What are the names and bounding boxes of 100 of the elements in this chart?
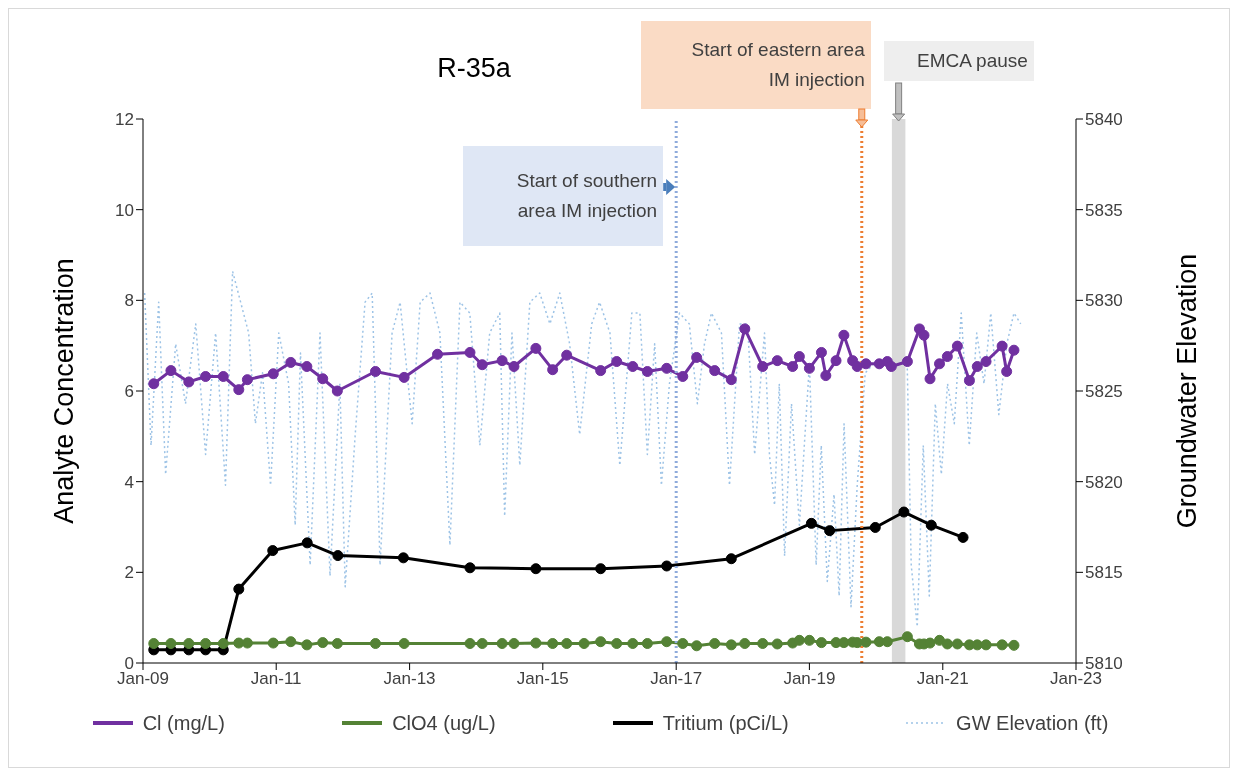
- point: [898, 506, 910, 518]
- point: [578, 638, 590, 650]
- point: [233, 384, 245, 396]
- point: [980, 356, 992, 368]
- point: [661, 636, 673, 648]
- point: [951, 340, 963, 352]
- point: [934, 358, 946, 370]
- point: [611, 356, 623, 368]
- point: [301, 639, 313, 651]
- point: [918, 329, 930, 341]
- point: [530, 342, 542, 354]
- y-tick-label: 2: [124, 563, 134, 583]
- point: [317, 637, 329, 649]
- point: [331, 638, 343, 650]
- point: [941, 351, 953, 363]
- legend-label: GW Elevation (ft): [956, 711, 1109, 735]
- point: [508, 361, 520, 373]
- point: [924, 373, 936, 385]
- point: [996, 340, 1008, 352]
- y-tick-label: 10: [115, 200, 134, 220]
- point: [397, 552, 409, 564]
- y2-tick-label: 5825: [1085, 382, 1123, 402]
- point: [398, 371, 410, 383]
- point: [331, 385, 343, 397]
- point: [1001, 366, 1013, 378]
- x-tick-label: Jan-15: [516, 669, 569, 689]
- point: [267, 368, 279, 380]
- point: [183, 638, 195, 650]
- point: [165, 638, 177, 650]
- point: [739, 323, 751, 335]
- point: [901, 356, 913, 368]
- y2-tick-label: 5840: [1085, 110, 1123, 130]
- point: [627, 361, 639, 373]
- point: [824, 525, 836, 537]
- point: [561, 349, 573, 361]
- point: [963, 375, 975, 387]
- chart-title: R-35a: [437, 53, 511, 83]
- point: [815, 346, 827, 358]
- point: [980, 639, 992, 651]
- point: [815, 637, 827, 649]
- point: [496, 355, 508, 367]
- point: [661, 560, 673, 572]
- point: [148, 378, 160, 390]
- point: [661, 362, 673, 374]
- y2-tick-label: 5830: [1085, 291, 1123, 311]
- legend-label: ClO4 (ug/L): [392, 711, 496, 735]
- point: [771, 638, 783, 650]
- point: [496, 638, 508, 650]
- x-tick-label: Jan-21: [916, 669, 969, 689]
- point: [611, 638, 623, 650]
- point: [1008, 639, 1020, 651]
- point: [183, 376, 195, 388]
- point: [301, 537, 313, 549]
- point: [925, 519, 937, 531]
- point: [464, 562, 476, 574]
- point: [739, 638, 751, 650]
- point: [547, 364, 559, 376]
- point: [691, 351, 703, 363]
- point: [793, 351, 805, 363]
- x-tick-label: Jan-23: [1050, 669, 1102, 689]
- point: [971, 361, 983, 373]
- point: [285, 636, 297, 648]
- point: [820, 370, 832, 382]
- point: [803, 362, 815, 374]
- x-tick-label: Jan-13: [383, 669, 436, 689]
- point: [267, 637, 279, 649]
- y-tick-label: 8: [124, 291, 134, 311]
- point: [233, 583, 245, 595]
- point: [148, 638, 160, 650]
- y2-tick-label: 5820: [1085, 472, 1123, 492]
- point: [200, 370, 212, 382]
- point: [530, 563, 542, 575]
- point: [369, 638, 381, 650]
- point: [757, 361, 769, 373]
- y-tick-label: 12: [115, 110, 134, 130]
- point: [725, 553, 737, 565]
- point: [641, 638, 653, 650]
- point: [464, 346, 476, 358]
- point: [627, 638, 639, 650]
- point: [508, 638, 520, 650]
- label-box: EMCA pause: [883, 41, 1034, 81]
- point: [217, 370, 229, 382]
- point: [996, 639, 1008, 651]
- point: [398, 638, 410, 650]
- y-axis-title: Analyte Concentration: [48, 258, 79, 524]
- point: [805, 517, 817, 529]
- point: [869, 521, 881, 533]
- y2-axis-title: Groundwater Elevation: [1171, 253, 1202, 529]
- point: [432, 348, 444, 360]
- y-tick-label: 6: [124, 382, 134, 402]
- point: [885, 361, 897, 373]
- y2-tick-label: 5815: [1085, 563, 1123, 583]
- point: [301, 361, 313, 373]
- point: [369, 366, 381, 378]
- point: [830, 355, 842, 367]
- point: [595, 365, 607, 377]
- point: [787, 361, 799, 373]
- point: [709, 638, 721, 650]
- ref-line-label: Start of eastern area IM injection: [690, 38, 865, 92]
- point: [677, 370, 689, 382]
